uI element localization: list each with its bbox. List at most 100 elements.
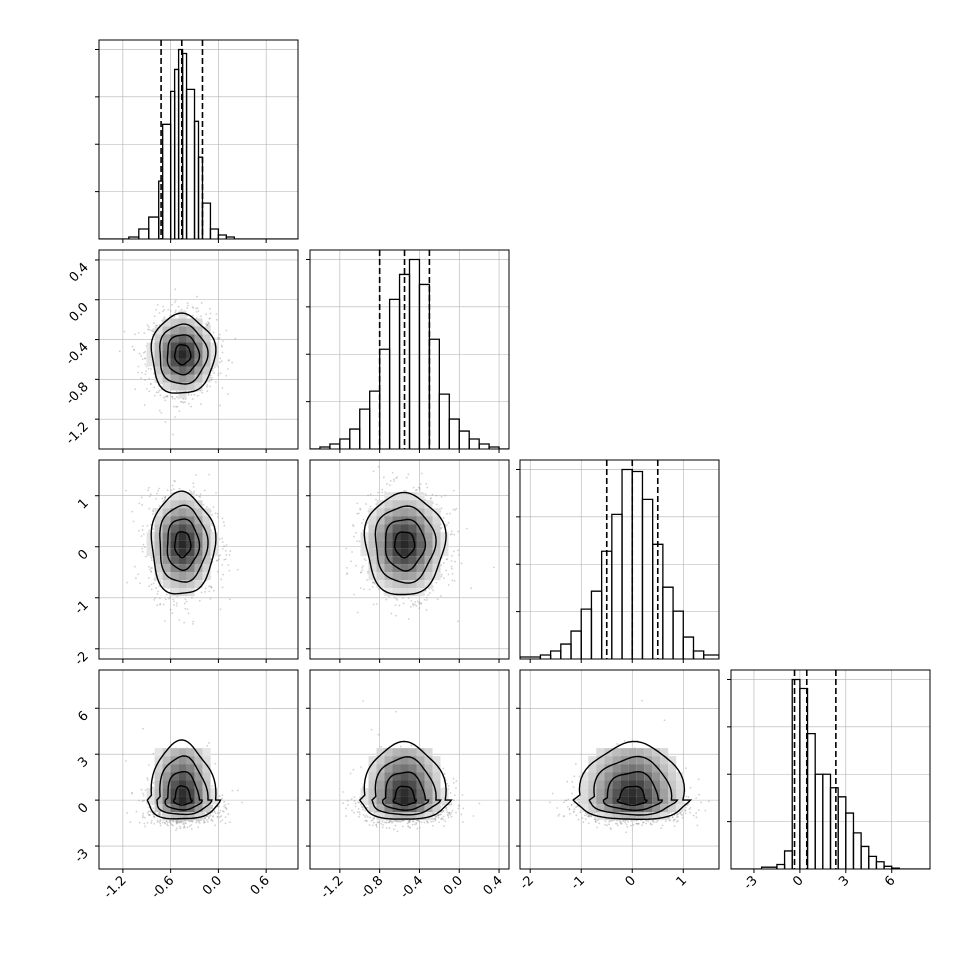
scatter-point (137, 371, 140, 374)
scatter-point (157, 489, 160, 492)
scatter-point (221, 547, 224, 550)
density-cell (186, 500, 195, 509)
density-cell (186, 358, 195, 367)
scatter-point (217, 374, 220, 377)
scatter-point (152, 528, 154, 531)
scatter-point (151, 567, 153, 569)
scatter-point (156, 593, 159, 595)
density-cell (162, 580, 171, 589)
density-cell (178, 382, 187, 391)
histogram-bin (488, 446, 500, 449)
scatter-point (221, 351, 224, 354)
density-cell (376, 524, 385, 533)
density-cell (194, 524, 203, 533)
scatter-point (147, 367, 150, 370)
scatter-point (148, 495, 151, 498)
contour-line (166, 334, 201, 376)
density-cell (416, 540, 425, 549)
x-tick-label: -3 (741, 873, 761, 893)
y-tick-label: -0.4 (63, 340, 92, 369)
scatter-point (431, 493, 434, 496)
scatter-point (361, 566, 363, 569)
scatter-point (362, 565, 364, 567)
scatter-point (391, 472, 394, 474)
scatter-point (210, 376, 213, 379)
density-cell (400, 588, 409, 597)
density-cell (170, 508, 179, 517)
scatter-point (440, 526, 443, 529)
scatter-point (147, 328, 149, 331)
scatter-point (430, 497, 432, 500)
scatter-point (206, 385, 208, 388)
scatter-point (160, 581, 163, 584)
scatter-point (163, 308, 166, 311)
density-cell (178, 318, 187, 327)
scatter-point (357, 512, 360, 515)
scatter-point (418, 602, 421, 605)
density-cell (384, 500, 393, 509)
scatter-point (213, 366, 216, 369)
density-cell (392, 492, 401, 501)
density-cell (408, 492, 417, 501)
histogram-bin (468, 438, 480, 449)
density-cell (162, 334, 171, 343)
scatter-point (178, 487, 181, 490)
density-p1-p3-plot-area (99, 460, 298, 659)
scatter-point (182, 398, 185, 400)
scatter-point (407, 473, 410, 476)
density-cell (424, 548, 433, 557)
scatter-point (204, 591, 207, 593)
density-cell (186, 382, 195, 391)
scatter-point (186, 304, 189, 307)
scatter-point (425, 609, 428, 612)
density-cell (178, 516, 187, 525)
scatter-point (223, 558, 226, 561)
scatter-point (377, 491, 379, 494)
scatter-point (353, 535, 355, 538)
scatter-point (138, 352, 141, 355)
scatter-point (164, 620, 166, 622)
scatter-point (144, 379, 147, 381)
scatter-point (141, 800, 144, 803)
scatter-point (205, 322, 208, 325)
density-cell (154, 342, 163, 351)
scatter-point (221, 345, 223, 348)
scatter-point (155, 324, 157, 327)
scatter-point (171, 303, 173, 306)
scatter-point (415, 604, 418, 607)
scatter-point (457, 553, 460, 556)
density-cell (194, 374, 203, 383)
scatter-point (451, 572, 454, 575)
density-cell (162, 382, 171, 391)
scatter-point (452, 508, 455, 511)
scatter-point (355, 564, 357, 567)
scatter-point (440, 573, 443, 576)
scatter-point (142, 543, 145, 546)
scatter-point (363, 558, 366, 560)
density-cell (392, 564, 401, 573)
scatter-point (183, 621, 186, 624)
density-cell (424, 580, 433, 589)
scatter-point (192, 307, 195, 309)
scatter-point (174, 480, 177, 483)
density-cell (210, 358, 219, 367)
histogram-bin (682, 636, 695, 659)
density-cell (210, 540, 219, 549)
density-cell (400, 508, 409, 517)
scatter-point (420, 602, 423, 604)
scatter-point (196, 307, 199, 310)
scatter-point (206, 324, 209, 326)
scatter-point (164, 496, 167, 499)
scatter-point (145, 370, 148, 373)
density-cell (440, 548, 449, 557)
histogram-bin (560, 643, 572, 659)
histogram-bin (458, 430, 470, 449)
scatter-point (392, 478, 395, 481)
scatter-point (388, 484, 391, 487)
x-tick-label: 3 (836, 873, 852, 889)
contour-line (374, 505, 437, 584)
density-cell (416, 516, 425, 525)
scatter-point (211, 807, 214, 809)
scatter-point (375, 603, 378, 605)
